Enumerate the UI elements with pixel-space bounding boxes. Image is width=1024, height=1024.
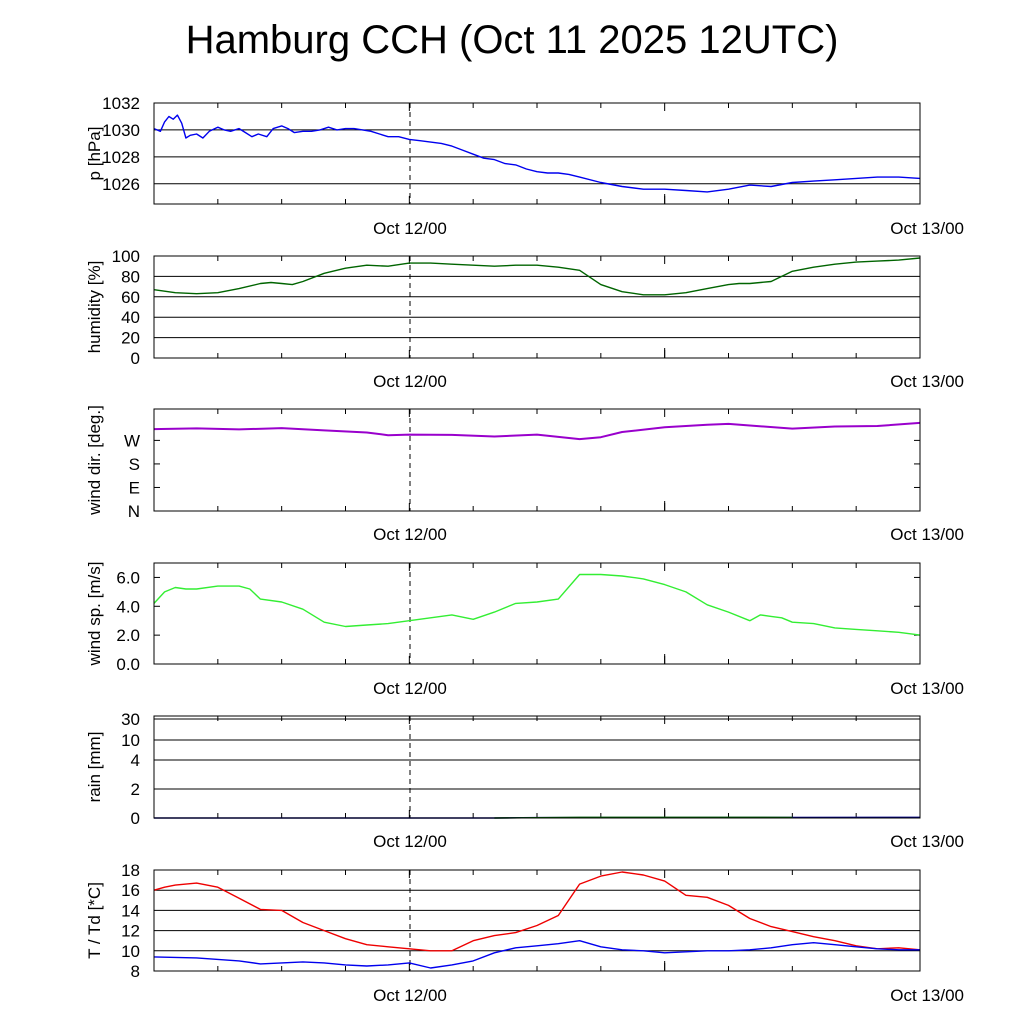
wind_dir-xlabel: Oct 12/00 xyxy=(373,525,447,544)
pressure-ytick-label: 1028 xyxy=(102,148,140,167)
humidity-ytick-label: 0 xyxy=(131,349,140,368)
wind_speed-ytick-label: 0.0 xyxy=(116,655,140,674)
rain-ytick-label: 30 xyxy=(121,710,140,729)
humidity-frame xyxy=(153,255,921,359)
temperature-series-0 xyxy=(153,871,921,952)
temperature-series-1 xyxy=(153,940,920,969)
pressure-xlabel: Oct 12/00 xyxy=(373,219,447,238)
pressure-ylabel: p [hPa] xyxy=(85,127,104,181)
rain-xlabel: Oct 12/00 xyxy=(373,832,447,851)
wind_dir-ytick-label: N xyxy=(128,502,140,521)
temperature-ytick-label: 16 xyxy=(121,881,140,900)
temperature-ytick-label: 12 xyxy=(121,922,140,941)
wind_speed-ytick-label: 6.0 xyxy=(116,568,140,587)
rain-ylabel: rain [mm] xyxy=(85,732,104,803)
wind_dir-ytick-label: E xyxy=(129,478,140,497)
rain-ytick-label: 2 xyxy=(131,780,140,799)
pressure-series-0 xyxy=(153,114,921,193)
wind_dir-ytick-label: S xyxy=(129,455,140,474)
wind_speed-xlabel: Oct 13/00 xyxy=(890,679,964,698)
wind_speed-series-0 xyxy=(153,573,921,636)
temperature-ytick-label: 8 xyxy=(131,962,140,981)
pressure-ytick-label: 1030 xyxy=(102,121,140,140)
rain-ytick-label: 0 xyxy=(131,809,140,828)
rain-xlabel: Oct 13/00 xyxy=(890,832,964,851)
temperature-frame xyxy=(153,869,921,972)
humidity-ytick-label: 100 xyxy=(112,247,140,266)
humidity-series-0 xyxy=(153,257,921,296)
temperature-xlabel: Oct 12/00 xyxy=(373,986,447,1005)
pressure-frame xyxy=(153,102,921,205)
humidity-ylabel: humidity [%] xyxy=(85,261,104,354)
wind_dir-series-0 xyxy=(153,421,921,441)
wind_speed-xlabel: Oct 12/00 xyxy=(373,679,447,698)
wind_dir-ylabel: wind dir. [deg.] xyxy=(85,405,104,516)
humidity-xlabel: Oct 13/00 xyxy=(890,372,964,391)
temperature-ytick-label: 18 xyxy=(121,861,140,880)
humidity-ytick-label: 40 xyxy=(121,308,140,327)
pressure-ytick-label: 1032 xyxy=(102,94,140,113)
pressure-xlabel: Oct 13/00 xyxy=(890,219,964,238)
wind_dir-frame xyxy=(153,408,921,512)
wind_speed-ylabel: wind sp. [m/s] xyxy=(85,562,104,667)
wind_speed-frame xyxy=(153,562,921,665)
wind_speed-ytick-label: 2.0 xyxy=(116,626,140,645)
wind_dir-ytick-label: W xyxy=(124,431,140,450)
pressure-ytick-label: 1026 xyxy=(102,175,140,194)
chart-title: Hamburg CCH (Oct 11 2025 12UTC) xyxy=(185,18,839,62)
humidity-xlabel: Oct 12/00 xyxy=(373,372,447,391)
wind_dir-xlabel: Oct 13/00 xyxy=(890,525,964,544)
rain-frame xyxy=(153,715,921,819)
humidity-ytick-label: 60 xyxy=(121,288,140,307)
wind_speed-ytick-label: 4.0 xyxy=(116,597,140,616)
temperature-ytick-label: 10 xyxy=(121,942,140,961)
humidity-ytick-label: 80 xyxy=(121,267,140,286)
humidity-ytick-label: 20 xyxy=(121,329,140,348)
rain-ytick-label: 4 xyxy=(131,751,140,770)
temperature-xlabel: Oct 13/00 xyxy=(890,986,964,1005)
rain-ytick-label: 10 xyxy=(121,731,140,750)
temperature-ylabel: T / Td [*C] xyxy=(85,882,104,959)
temperature-ytick-label: 14 xyxy=(121,901,140,920)
